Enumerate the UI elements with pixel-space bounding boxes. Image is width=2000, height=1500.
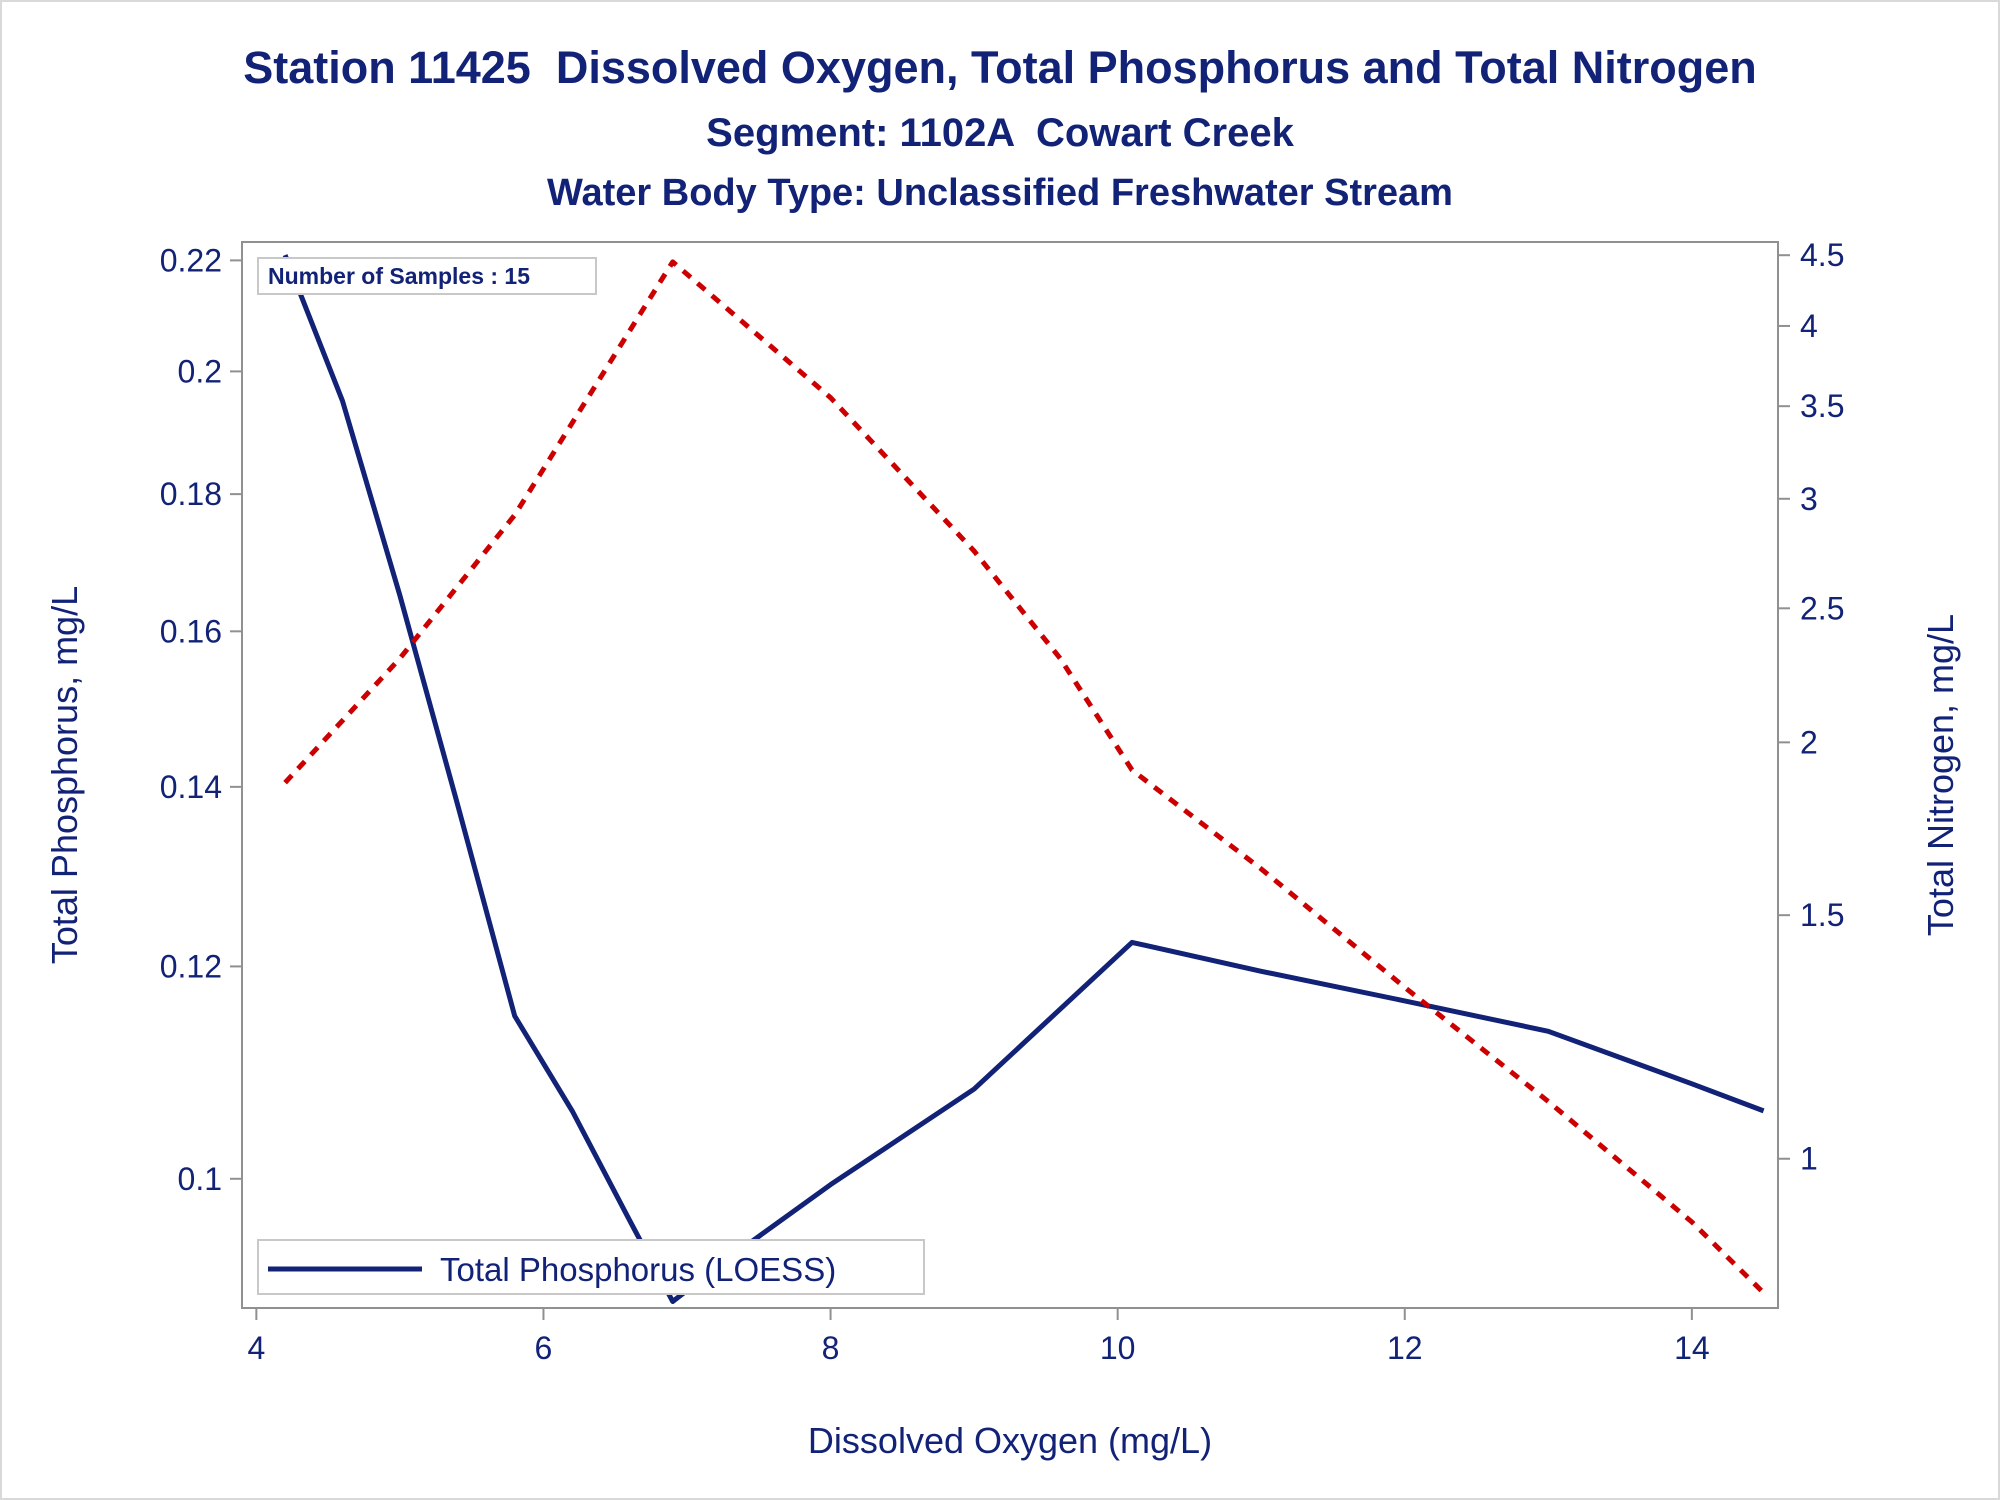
y2-tick-label: 1: [1800, 1141, 1818, 1177]
sample-count-inset: Number of Samples : 15: [257, 257, 597, 295]
x-tick-label: 4: [247, 1330, 265, 1366]
y2-tick-label: 3: [1800, 481, 1818, 517]
y-tick-label: 0.1: [178, 1161, 222, 1197]
x-axis: 4 6 8 10 12 14: [247, 1308, 1710, 1366]
y-tick-label: 0.12: [160, 948, 222, 984]
y2-tick-label: 4.5: [1800, 237, 1844, 273]
y-tick-label: 0.14: [160, 769, 222, 805]
y2-tick-label: 3.5: [1800, 388, 1844, 424]
chart-subtitle: Segment: 1102A Cowart Creek: [706, 111, 1294, 155]
y2-tick-label: 4: [1800, 308, 1818, 344]
series-layer: [282, 254, 1766, 1304]
y2-tick-label: 1.5: [1800, 897, 1844, 933]
y-axis-left: 0.1 0.12 0.14 0.16 0.18 0.2 0.22: [160, 242, 242, 1197]
y-tick-label: 0.22: [160, 242, 222, 278]
y2-tick-label: 2.5: [1800, 590, 1844, 626]
series-line-total-nitrogen: [283, 259, 1766, 1295]
x-tick-label: 10: [1100, 1330, 1136, 1366]
x-tick-label: 6: [535, 1330, 553, 1366]
x-tick-label: 14: [1674, 1330, 1710, 1366]
x-tick-label: 8: [822, 1330, 840, 1366]
sample-count-text: Number of Samples : 15: [268, 263, 530, 289]
y-axis-right: 1 1.5 2 2.5 3 3.5 4 4.5: [1778, 237, 1844, 1177]
series-line-total-phosphorus: [282, 254, 1765, 1304]
y2-tick-label: 2: [1800, 724, 1818, 760]
chart-title: Station 11425 Dissolved Oxygen, Total Ph…: [243, 42, 1757, 93]
legend-item-label: Total Phosphorus (LOESS): [440, 1251, 836, 1288]
x-axis-label: Dissolved Oxygen (mg/L): [808, 1420, 1212, 1461]
y2-axis-label: Total Nitrogen, mg/L: [1920, 614, 1961, 936]
y-tick-label: 0.18: [160, 476, 222, 512]
chart-subtitle-2: Water Body Type: Unclassified Freshwater…: [547, 172, 1453, 214]
x-tick-label: 12: [1387, 1330, 1423, 1366]
y-tick-label: 0.2: [178, 353, 222, 389]
legend: Total Phosphorus (LOESS): [257, 1239, 925, 1295]
y-axis-label: Total Phosphorus, mg/L: [44, 586, 85, 964]
y-tick-label: 0.16: [160, 613, 222, 649]
plot-area: [241, 241, 1779, 1309]
